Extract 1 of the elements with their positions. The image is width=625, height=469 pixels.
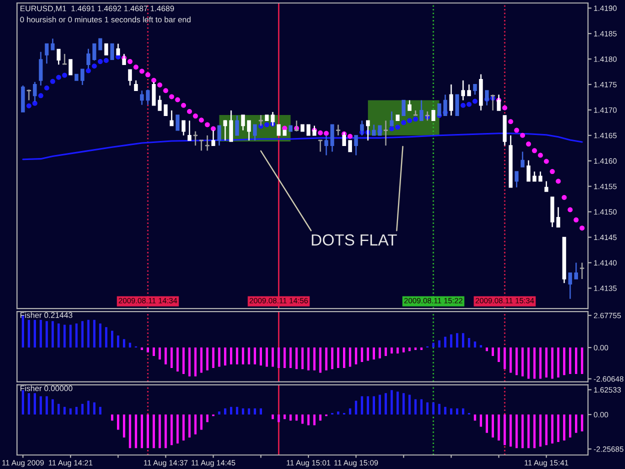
annotation: DOTS FLAT	[312, 234, 397, 246]
